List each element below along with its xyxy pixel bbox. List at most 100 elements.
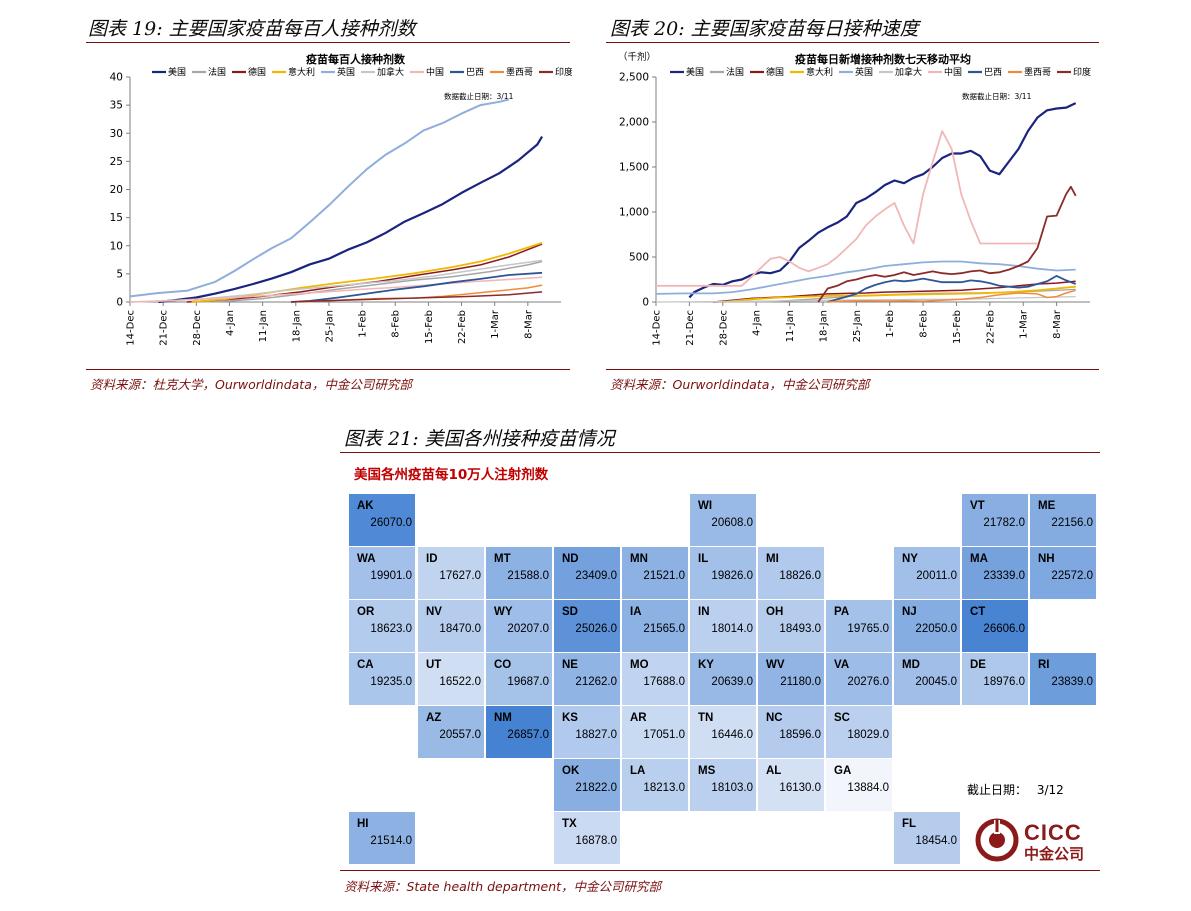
series-line-10	[290, 291, 543, 303]
x-tick-label: 18-Jan	[291, 310, 302, 342]
state-value: 20207.0	[507, 623, 549, 635]
x-tick-label: 21-Dec	[159, 310, 170, 346]
state-value: 21565.0	[643, 623, 685, 635]
legend-label: 墨西哥	[1024, 67, 1051, 78]
state-value: 23339.0	[983, 570, 1025, 582]
state-value: 18014.0	[711, 623, 753, 635]
state-value: 18454.0	[915, 835, 957, 847]
figure-21-title: 图表 21: 美国各州接种疫苗情况	[344, 428, 615, 450]
state-abbr: MI	[766, 553, 779, 565]
state-tile-wi: WI 20608.0	[690, 494, 756, 546]
map-title: 美国各州疫苗每10万人注射剂数	[354, 467, 549, 483]
state-value: 18596.0	[779, 729, 821, 741]
state-abbr: SC	[834, 712, 850, 724]
state-tile-wv: WV 21180.0	[758, 653, 824, 705]
state-tile-il: IL 19826.0	[690, 547, 756, 599]
state-value: 26070.0	[370, 517, 412, 529]
state-value: 26606.0	[983, 623, 1025, 635]
state-value: 26857.0	[507, 729, 549, 741]
legend-label: 印度	[555, 66, 572, 78]
state-abbr: WI	[698, 500, 713, 512]
cicc-logo-icon	[975, 818, 1019, 862]
state-tile-me: ME 22156.0	[1030, 494, 1096, 546]
x-tick-label: 4-Jan	[225, 310, 236, 336]
state-abbr: GA	[834, 765, 852, 777]
state-value: 18493.0	[779, 623, 821, 635]
state-abbr: MT	[494, 553, 511, 565]
figure-19-source: 资料来源：杜克大学，Ourworldindata，中金公司研究部	[90, 377, 412, 392]
x-tick-label: 21-Dec	[685, 310, 696, 346]
state-abbr: CO	[494, 659, 512, 671]
state-tile-sc: SC 18029.0	[826, 706, 892, 758]
state-abbr: MS	[698, 765, 716, 777]
state-value: 18470.0	[439, 623, 481, 635]
chart-note: 数据截止日期：3/11	[962, 91, 1032, 101]
state-abbr: IL	[698, 553, 709, 565]
figure-20-title: 图表 20: 主要国家疫苗每日接种速度	[610, 18, 919, 40]
state-tile-mo: MO 17688.0	[622, 653, 688, 705]
series-line-5	[129, 98, 510, 298]
state-abbr: MA	[970, 553, 988, 565]
x-tick-label: 8-Feb	[919, 310, 930, 338]
y-tick-label: 30	[110, 128, 123, 140]
state-value: 21514.0	[370, 835, 412, 847]
x-tick-label: 14-Dec	[652, 310, 663, 346]
x-tick-label: 1-Feb	[885, 310, 896, 338]
state-value: 19826.0	[711, 570, 753, 582]
state-tile-ms: MS 18103.0	[690, 759, 756, 811]
y-tick-label: 0	[116, 297, 123, 309]
legend-label: 英国	[337, 66, 355, 78]
legend-label: 巴西	[466, 67, 484, 78]
figure-19-rule	[86, 42, 570, 43]
state-abbr: WY	[494, 606, 513, 618]
state-value: 16878.0	[575, 835, 617, 847]
y-tick-label: 2,000	[619, 117, 649, 129]
legend-label: 加拿大	[377, 66, 404, 78]
legend-label: 德国	[248, 66, 266, 78]
state-value: 18623.0	[370, 623, 412, 635]
series-line-2	[191, 260, 543, 303]
state-abbr: ME	[1038, 500, 1056, 512]
y-tick-label: 10	[110, 240, 123, 252]
x-tick-label: 1-Feb	[358, 310, 369, 338]
state-value: 16446.0	[711, 729, 753, 741]
state-abbr: PA	[834, 606, 850, 618]
state-value: 21588.0	[507, 570, 549, 582]
series-line-7	[129, 276, 543, 303]
state-abbr: NM	[494, 712, 512, 724]
state-tile-nm: NM 26857.0	[486, 706, 552, 758]
x-tick-label: 14-Dec	[126, 310, 137, 346]
state-tile-vt: VT 21782.0	[962, 494, 1028, 546]
state-value: 20608.0	[711, 517, 753, 529]
state-abbr: IN	[698, 606, 710, 618]
state-abbr: AK	[357, 500, 374, 512]
state-tile-sd: SD 25026.0	[554, 600, 620, 652]
state-tile-az: AZ 20557.0	[418, 706, 484, 758]
state-abbr: ID	[426, 553, 438, 565]
figure-21-bottom-rule	[340, 870, 1100, 871]
state-value: 21782.0	[983, 517, 1025, 529]
x-tick-label: 1-Mar	[490, 309, 501, 339]
state-tile-de: DE 18976.0	[962, 653, 1028, 705]
state-tile-ia: IA 21565.0	[622, 600, 688, 652]
state-tile-tx: TX 16878.0	[554, 812, 620, 864]
cutoff-label-text: 截止日期：	[967, 783, 1028, 797]
figure-21-source: 资料来源：State health department，中金公司研究部	[344, 879, 662, 894]
legend-label: 法国	[208, 66, 226, 78]
legend-label: 加拿大	[895, 66, 922, 78]
chart-note: 数据截止日期：3/11	[444, 91, 514, 101]
y-tick-label: 5	[116, 268, 123, 280]
state-abbr: DE	[970, 659, 986, 671]
state-abbr: LA	[630, 765, 646, 777]
state-value: 19235.0	[370, 676, 412, 688]
state-tile-ri: RI 23839.0	[1030, 653, 1096, 705]
state-tile-hi: HI 21514.0	[349, 812, 415, 864]
state-value: 18826.0	[779, 570, 821, 582]
y-tick-label: 20	[110, 184, 123, 196]
state-value: 20639.0	[711, 676, 753, 688]
state-tile-la: LA 18213.0	[622, 759, 688, 811]
series-line-9	[827, 289, 1076, 303]
chart-title: 疫苗每日新增接种剂数七天移动平均	[795, 52, 971, 66]
state-value: 16522.0	[439, 676, 481, 688]
legend-label: 意大利	[288, 66, 315, 78]
